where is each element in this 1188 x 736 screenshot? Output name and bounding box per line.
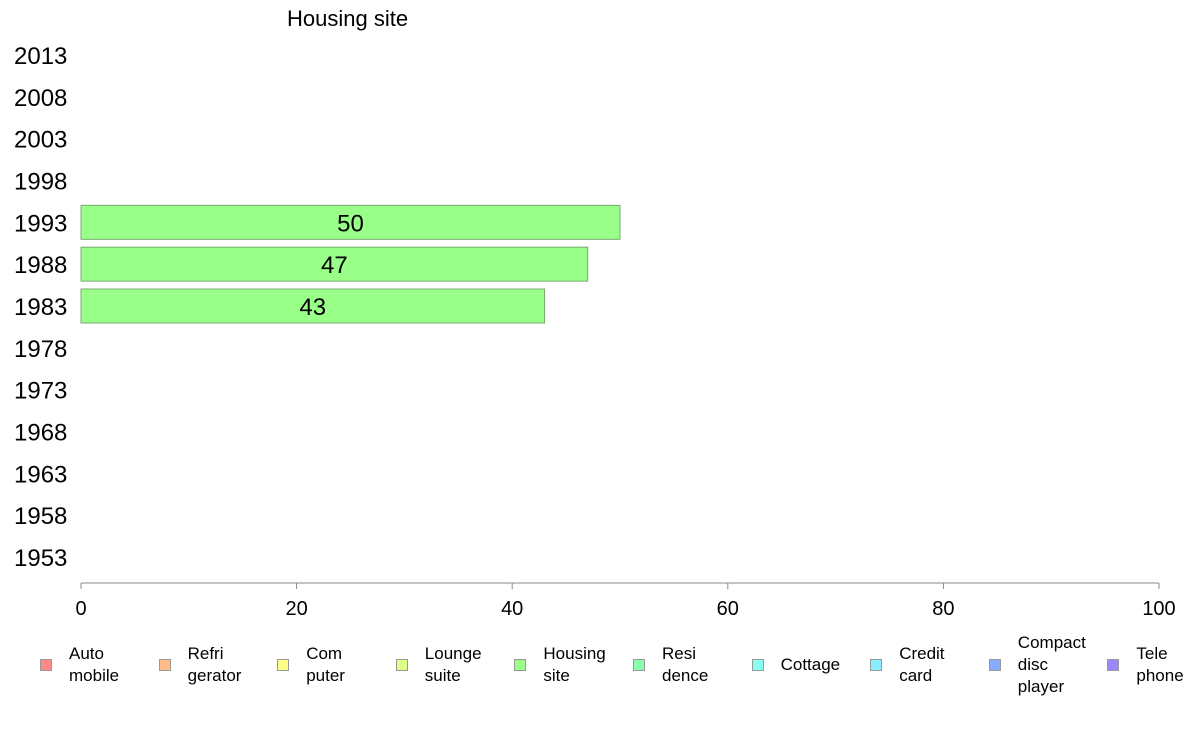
legend-label: Auto mobile (69, 644, 120, 685)
y-tick-label: 1968 (14, 420, 67, 447)
legend-label: Lounge suite (424, 644, 482, 685)
legend-item: Credit card (870, 632, 945, 698)
y-tick-label: 1983 (14, 294, 67, 321)
y-tick-label: 1963 (14, 461, 67, 488)
legend-swatch (40, 659, 52, 671)
bar-value-label: 50 (337, 210, 364, 237)
legend-label: Resi dence (662, 644, 709, 685)
y-tick-label: 1978 (14, 336, 67, 363)
legend-item: Tele phone (1107, 632, 1184, 698)
y-tick-label: 1998 (14, 169, 67, 196)
legend-swatch (633, 659, 645, 671)
legend-label: Credit card (899, 644, 945, 685)
legend-swatch (158, 659, 171, 671)
legend-swatch (988, 659, 1001, 671)
legend-item: Lounge suite (395, 632, 482, 698)
legend-label: Compact disc player (1017, 633, 1086, 696)
legend-item: Cottage (751, 632, 841, 698)
legend-swatch (395, 659, 408, 671)
x-tick-label: 80 (932, 598, 954, 620)
legend-label: Housing site (543, 644, 606, 685)
y-tick-label: 1993 (14, 210, 67, 237)
y-tick-label: 2003 (14, 127, 67, 154)
bar-value-label: 47 (321, 252, 348, 279)
legend: Auto mobile Refri gerator Com puter Lounge … (0, 632, 1188, 702)
legend-item: Auto mobile (40, 632, 119, 698)
bar (80, 204, 621, 240)
x-tick-label: 40 (501, 598, 523, 620)
chart: 0 20 40 60 80 100 1953 1958 1963 1968 1973 1978 1983… (14, 43, 1176, 620)
y-tick-label: 1958 (14, 503, 67, 530)
legend-swatch (1107, 659, 1120, 671)
bar (80, 246, 589, 282)
legend-label: Refri gerator (187, 644, 242, 685)
legend-label: Cottage (780, 655, 841, 674)
legend-swatch (514, 659, 527, 671)
x-tick-label: 0 (75, 598, 86, 620)
legend-label: Tele phone (1136, 644, 1184, 685)
x-tick-label: 100 (1142, 598, 1175, 620)
y-tick-label: 2013 (14, 43, 67, 70)
legend-item: Compact disc player (988, 632, 1086, 698)
x-tick-label: 20 (285, 598, 307, 620)
bar (80, 288, 546, 324)
y-tick-label: 1953 (14, 545, 67, 572)
bar-value-label: 43 (299, 294, 326, 321)
chart-title: Housing site (287, 6, 409, 31)
y-tick-label: 2008 (14, 85, 67, 112)
legend-swatch (751, 659, 764, 671)
y-tick-label: 1988 (14, 252, 67, 279)
legend-label: Com puter (306, 644, 345, 685)
legend-item: Housing site (514, 632, 606, 698)
y-tick-label: 1973 (14, 378, 67, 405)
x-tick-label: 60 (717, 598, 739, 620)
legend-item: Resi dence (633, 632, 708, 698)
legend-item: Com puter (277, 632, 345, 698)
legend-item: Refri gerator (158, 632, 242, 698)
legend-swatch (870, 659, 883, 671)
legend-swatch (277, 659, 290, 671)
